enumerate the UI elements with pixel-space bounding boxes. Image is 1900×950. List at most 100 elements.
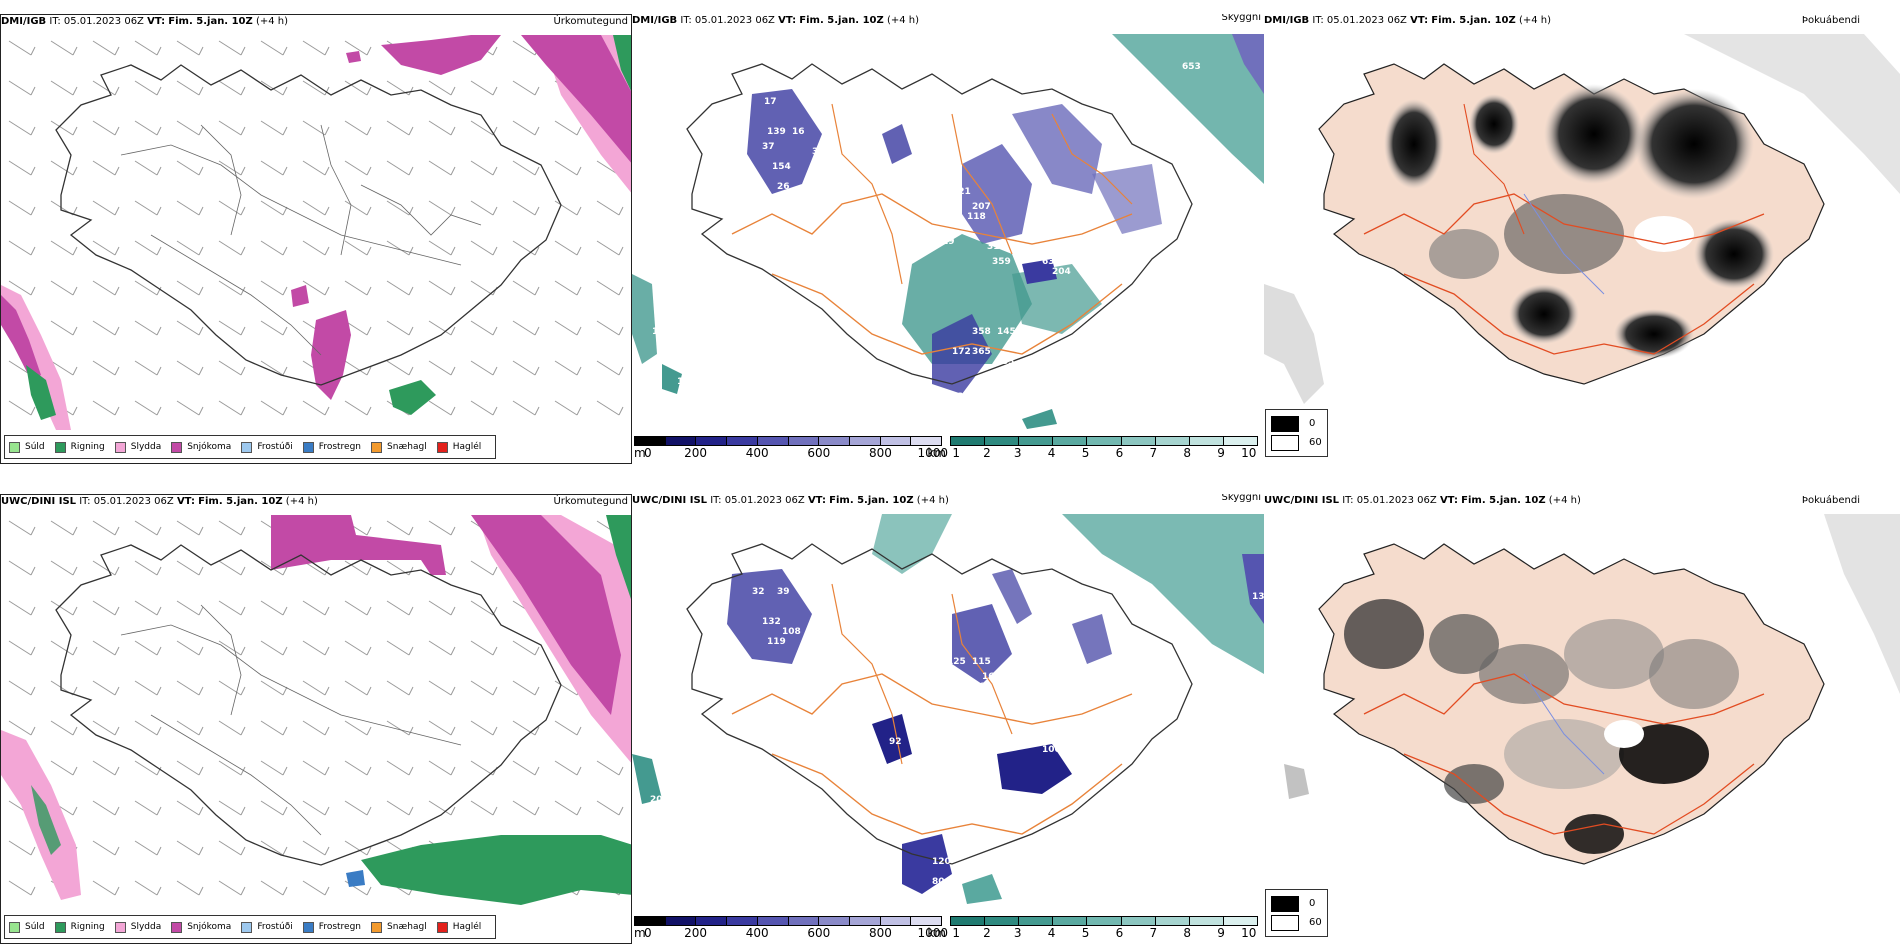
visibility-colorbar: km 1 2 3 4 5 6 7 8 9 10 (927, 916, 1258, 940)
ceiling-bin (727, 917, 758, 925)
visibility-bin (951, 917, 986, 925)
ceiling-value-label: 46 (1102, 267, 1115, 277)
ceiling-bin (880, 437, 912, 445)
legend-item: Súld (9, 921, 45, 933)
panel-title: DMI/IGB IT: 05.01.2023 06Z VT: Fim. 5.ja… (1, 15, 631, 29)
ceiling-bin (757, 917, 789, 925)
fog-swatch (1271, 434, 1299, 451)
ceiling-value-label: 37 (762, 142, 775, 152)
visibility-bin (1053, 437, 1088, 445)
ceiling-value-label: 139 (1252, 592, 1264, 602)
ceiling-value-label: 358 (972, 327, 991, 337)
ceiling-bin (727, 437, 758, 445)
visibility-bin (1155, 437, 1190, 445)
visibility-bin (1019, 437, 1054, 445)
ceiling-value-label: 108 (782, 627, 801, 637)
ceiling-value-label: 92 (889, 737, 902, 747)
legend-item: Slydda (114, 921, 161, 933)
fog-legend-item: 0 (1271, 894, 1322, 913)
ceiling-value-label: 139 (767, 127, 786, 137)
ceiling-value-label: 15 (677, 377, 690, 387)
legend-swatch (54, 441, 66, 453)
legend-swatch (114, 921, 126, 933)
ceiling-value-label: 12 (652, 327, 665, 337)
ceiling-bin (757, 437, 789, 445)
ceiling-value-label: 228 (967, 682, 986, 692)
visibility-bin (1121, 437, 1156, 445)
ceiling-bin (911, 917, 942, 925)
ceiling-value-label: 17 (764, 97, 777, 107)
precip-map (1, 35, 631, 430)
panel-precip-type-uwc: UWC/DINI ISL IT: 05.01.2023 06Z VT: Fim.… (0, 494, 632, 944)
ceiling-bin (665, 917, 697, 925)
legend-item: Frostúði (241, 921, 293, 933)
panel-title: UWC/DINI ISL IT: 05.01.2023 06Z VT: Fim.… (1, 495, 631, 509)
legend-item: Slydda (114, 441, 161, 453)
visibility-ticks: km 1 2 3 4 5 6 7 8 9 10 (927, 926, 1257, 940)
ceiling-value-label: 139 (762, 197, 781, 207)
visibility-bin (1087, 437, 1122, 445)
ceiling-bin (635, 437, 666, 445)
visibility-bin (1121, 917, 1156, 925)
ceiling-ticks: m 0 200 400 600 800 1000 (634, 446, 949, 460)
legend-swatch (114, 441, 126, 453)
legend-item: Haglél (436, 441, 481, 453)
legend-swatch (302, 441, 314, 453)
panel-title: DMI/IGB IT: 05.01.2023 06Z VT: Fim. 5.ja… (1264, 14, 1900, 28)
panel-fog-uwc: UWC/DINI ISL IT: 05.01.2023 06Z VT: Fim.… (1264, 494, 1900, 944)
ceiling-value-label: 118 (967, 212, 986, 222)
legend-swatch (241, 441, 253, 453)
legend-swatch (436, 441, 448, 453)
ceiling-value-label: 119 (767, 637, 786, 647)
legend-item: Frostregn (302, 921, 361, 933)
ceiling-bin (849, 917, 881, 925)
ceiling-value-label: 204 (650, 795, 669, 805)
ceiling-value-label: 173 (917, 137, 936, 147)
ceiling-value-label: 359 (992, 257, 1011, 267)
panel-visibility-dmi: DMI/IGB IT: 05.01.2023 06Z VT: Fim. 5.ja… (632, 14, 1264, 464)
visibility-bin (1189, 917, 1224, 925)
visibility-bin (1155, 917, 1190, 925)
ceiling-value-label: 16 (792, 127, 805, 137)
fog-map (1264, 34, 1900, 404)
ceiling-value-label: 207 (972, 202, 991, 212)
ceiling-value-label: 100 (1042, 745, 1061, 755)
panel-visibility-uwc: UWC/DINI ISL IT: 05.01.2023 06Z VT: Fim.… (632, 494, 1264, 944)
visibility-bin (985, 437, 1020, 445)
ceiling-value-label: 365 (972, 347, 991, 357)
visibility-bin (1223, 437, 1257, 445)
visibility-ticks: km 1 2 3 4 5 6 7 8 9 10 (927, 446, 1257, 460)
panel-title: DMI/IGB IT: 05.01.2023 06Z VT: Fim. 5.ja… (632, 14, 1264, 28)
ceiling-bar (634, 436, 942, 446)
legend-swatch (9, 921, 20, 933)
ceiling-bin (665, 437, 697, 445)
ceiling-value-label: 88 (957, 392, 970, 402)
ceiling-value-label: 31 (987, 242, 1000, 252)
legend-swatch (436, 921, 448, 933)
ceiling-value-label: 63 (1042, 257, 1055, 267)
ceiling-bin (696, 917, 728, 925)
legend-item: Snjókoma (171, 921, 231, 933)
panel-fog-dmi: DMI/IGB IT: 05.01.2023 06Z VT: Fim. 5.ja… (1264, 14, 1900, 464)
fog-swatch (1271, 895, 1299, 912)
legend-swatch (9, 441, 20, 453)
ceiling-value-label: 204 (1052, 267, 1071, 277)
ceiling-value-label: 19 (942, 237, 955, 247)
ceiling-value-label: 33 (1002, 357, 1015, 367)
panel-title: UWC/DINI ISL IT: 05.01.2023 06Z VT: Fim.… (1264, 494, 1900, 508)
fog-legend-item: 60 (1271, 433, 1322, 452)
legend-swatch (54, 921, 66, 933)
ceiling-bar (634, 916, 942, 926)
legend-item: Snjókoma (171, 441, 231, 453)
ceiling-bin (696, 437, 728, 445)
fog-legend: 0 60 (1265, 409, 1328, 457)
ceiling-value-label: 121 (952, 187, 971, 197)
visibility-bar (950, 916, 1258, 926)
ceiling-bin (880, 917, 912, 925)
legend-swatch (171, 441, 183, 453)
ceiling-bin (635, 917, 666, 925)
ceiling-value-label: 120 (932, 857, 951, 867)
legend-item: Frostregn (302, 441, 361, 453)
